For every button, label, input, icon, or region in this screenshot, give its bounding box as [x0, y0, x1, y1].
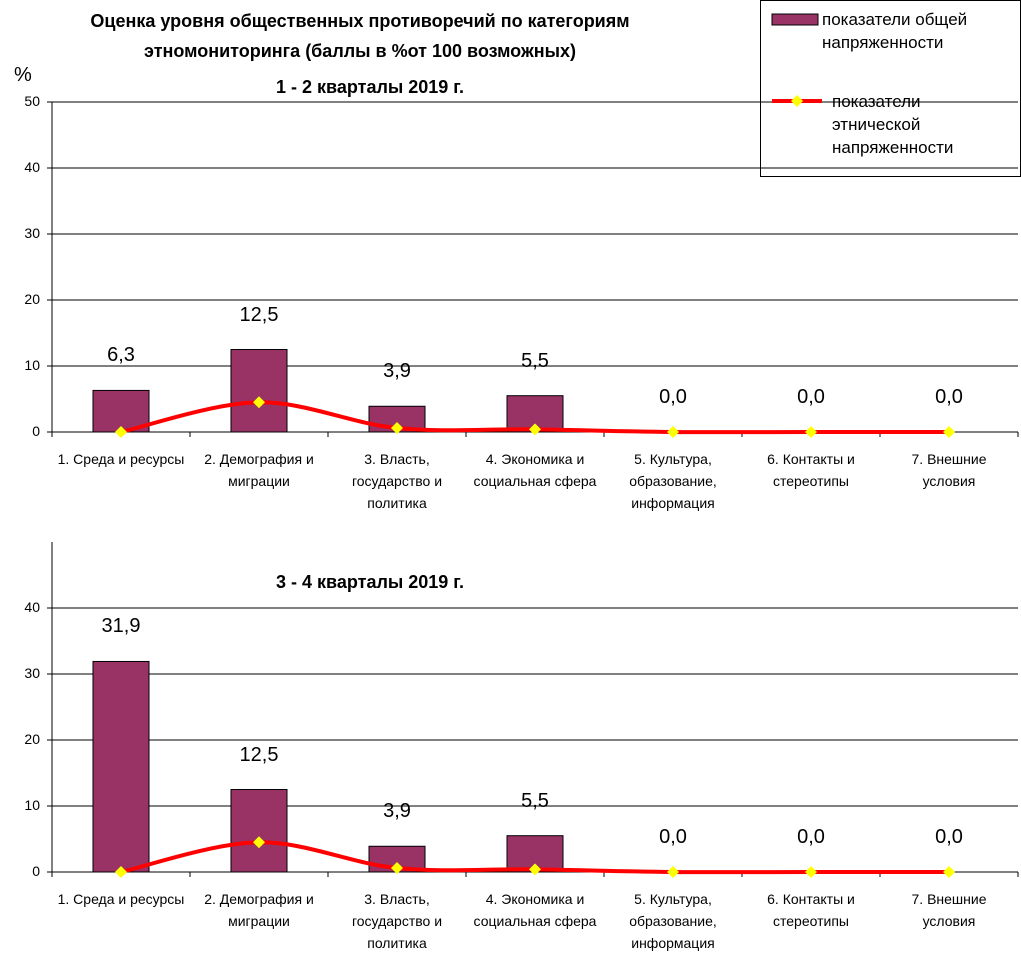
- y-axis-label: %: [14, 64, 32, 86]
- x-tick-label: 4. Экономика и социальная сфера: [473, 891, 597, 929]
- marker: [667, 426, 679, 438]
- legend-marker: [791, 95, 803, 107]
- legend-swatch: [771, 13, 819, 26]
- value-label: 12,5: [239, 303, 279, 326]
- value-label: 3,9: [383, 800, 411, 823]
- x-tick-label: 2. Демография и миграции: [204, 451, 314, 489]
- value-label: 0,0: [659, 826, 687, 848]
- value-label: 3,9: [383, 360, 411, 383]
- x-tick-label: 3. Власть, государство и политика: [351, 891, 443, 951]
- bar: [92, 660, 150, 873]
- bar: [230, 349, 288, 433]
- y-tick-label: 30: [24, 225, 40, 241]
- x-tick-label: 5. Культура, образование, информация: [629, 451, 717, 511]
- legend-label: показатели этнической напряженности: [832, 92, 954, 157]
- y-tick-label: 10: [24, 357, 40, 373]
- x-tick-label: 1. Среда и ресурсы: [57, 451, 185, 467]
- x-tick-label: 5. Культура, образование, информация: [629, 891, 717, 951]
- y-tick-label: 10: [24, 797, 40, 813]
- value-label: 0,0: [935, 386, 963, 408]
- value-label: 0,0: [797, 386, 825, 408]
- legend-box: [760, 0, 1021, 177]
- value-label: 31,9: [101, 615, 141, 638]
- value-label: 6,3: [107, 344, 135, 367]
- y-tick-label: 40: [24, 159, 40, 175]
- legend-label: показатели общей напряженности: [822, 10, 968, 52]
- marker: [529, 863, 541, 876]
- value-label: 0,0: [935, 826, 963, 848]
- marker: [667, 866, 679, 878]
- y-tick-label: 20: [24, 731, 40, 747]
- x-tick-label: 1. Среда и ресурсы: [57, 891, 185, 907]
- x-tick-label: 3. Власть, государство и политика: [351, 451, 443, 511]
- x-tick-label: 4. Экономика и социальная сфера: [473, 451, 597, 489]
- x-tick-label: 7. Внешние условия: [911, 451, 987, 489]
- x-tick-label: 2. Демография и миграции: [204, 891, 314, 929]
- marker: [391, 862, 403, 875]
- x-tick-label: 6. Контакты и стереотипы: [767, 891, 855, 929]
- marker: [115, 866, 127, 878]
- x-tick-label: 6. Контакты и стереотипы: [767, 451, 855, 489]
- marker: [253, 836, 265, 849]
- y-tick-label: 30: [24, 665, 40, 681]
- y-tick-label: 50: [24, 93, 40, 109]
- value-label: 12,5: [239, 743, 279, 766]
- subtitle: 1 - 2 кварталы 2019 г.: [276, 77, 464, 97]
- y-tick-label: 0: [32, 423, 40, 439]
- value-label: 0,0: [797, 826, 825, 848]
- y-tick-label: 0: [32, 863, 40, 879]
- y-tick-label: 40: [24, 599, 40, 615]
- chart-title: Оценка уровня общественных противоречий …: [90, 11, 630, 61]
- x-tick-label: 7. Внешние условия: [911, 891, 987, 929]
- marker: [943, 426, 955, 438]
- value-label: 5,5: [521, 789, 549, 812]
- marker: [115, 426, 127, 438]
- marker: [391, 422, 403, 435]
- value-label: 0,0: [659, 386, 687, 408]
- marker: [805, 426, 817, 438]
- bar: [230, 789, 288, 873]
- marker: [529, 423, 541, 436]
- subtitle: 3 - 4 кварталы 2019 г.: [276, 572, 464, 592]
- marker: [943, 866, 955, 878]
- y-tick-label: 20: [24, 291, 40, 307]
- marker: [805, 866, 817, 878]
- marker: [253, 396, 265, 409]
- value-label: 5,5: [521, 349, 549, 372]
